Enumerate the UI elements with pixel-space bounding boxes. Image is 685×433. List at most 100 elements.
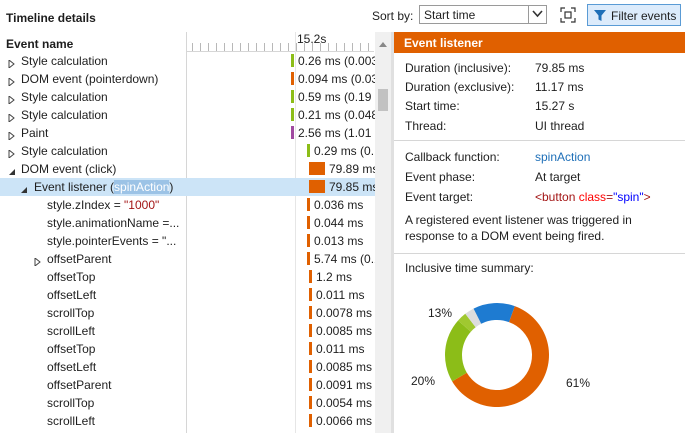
summary-pct-61: 61%: [566, 376, 591, 390]
event-row[interactable]: Style calculation 0.59 ms (0.19 r: [0, 88, 375, 106]
timeline-bar[interactable]: [291, 90, 294, 103]
timeline-bar[interactable]: [291, 54, 294, 67]
event-duration: 0.0078 ms: [316, 306, 373, 320]
event-duration: 0.0054 ms: [316, 396, 373, 410]
expanded-arrow-icon[interactable]: [20, 183, 28, 193]
callback-function-link[interactable]: spinAction: [535, 150, 591, 164]
ruler-tick: [304, 43, 305, 51]
timeline-bar[interactable]: [307, 144, 310, 157]
timeline-bar[interactable]: [307, 198, 310, 211]
donut-slice: [452, 306, 549, 407]
event-row[interactable]: style.zIndex = "1000" 0.036 ms: [0, 196, 375, 214]
timeline-bar[interactable]: [309, 288, 312, 301]
zoom-to-fit-icon[interactable]: [558, 5, 578, 25]
summary-pct-20: 20%: [411, 374, 436, 388]
timeline-bar[interactable]: [309, 270, 312, 283]
collapsed-arrow-icon[interactable]: [34, 255, 42, 268]
event-row[interactable]: offsetTop 1.2 ms: [0, 268, 375, 286]
timeline-bar[interactable]: [307, 216, 310, 229]
expanded-arrow-icon[interactable]: [8, 165, 16, 175]
event-row[interactable]: offsetParent 5.74 ms (0.1: [0, 250, 375, 268]
event-name: offsetLeft: [47, 360, 97, 374]
collapsed-arrow-icon[interactable]: [8, 111, 16, 124]
sort-by-label: Sort by:: [372, 9, 414, 23]
event-name: Event listener (spinAction): [34, 180, 173, 194]
timeline-bar[interactable]: [309, 180, 325, 193]
scrollbar-thumb[interactable]: [378, 89, 388, 111]
timeline-bar[interactable]: [309, 360, 312, 373]
ruler-tick: [352, 43, 353, 51]
ruler-tick: [200, 43, 201, 51]
thread-label: Thread:: [405, 119, 447, 133]
timeline-bar[interactable]: [309, 414, 312, 427]
event-row[interactable]: offsetParent 0.0091 ms: [0, 376, 375, 394]
collapsed-arrow-icon[interactable]: [8, 147, 16, 160]
collapsed-arrow-icon[interactable]: [8, 93, 16, 106]
event-row[interactable]: Style calculation 0.29 ms (0.: [0, 142, 375, 160]
event-name: Paint: [21, 126, 49, 140]
panel-splitter[interactable]: [391, 32, 394, 433]
event-rows: Style calculation 0.26 ms (0.003 DOM event…: [0, 52, 375, 430]
timeline-bar[interactable]: [309, 306, 312, 319]
chevron-down-icon[interactable]: [528, 6, 546, 23]
filter-events-button[interactable]: Filter events: [587, 4, 681, 26]
event-name-prefix: Event listener (: [34, 180, 115, 194]
event-duration: 0.011 ms: [316, 342, 365, 356]
ruler-tick: [312, 43, 313, 51]
event-row[interactable]: style.pointerEvents = "... 0.013 ms: [0, 232, 375, 250]
event-row[interactable]: scrollTop 0.0054 ms: [0, 394, 375, 412]
event-row[interactable]: Event listener (spinAction) 79.85 ms: [0, 178, 375, 196]
collapsed-arrow-icon[interactable]: [8, 75, 16, 88]
timeline-bar[interactable]: [309, 378, 312, 391]
event-description: A registered event listener was triggere…: [405, 213, 632, 243]
timeline-bar[interactable]: [291, 108, 294, 121]
ruler-tick: [344, 43, 345, 51]
ruler-tick: [192, 43, 193, 51]
scroll-up-icon[interactable]: [379, 36, 387, 50]
summary-separator: [394, 253, 685, 254]
event-duration: 0.0066 ms: [316, 414, 373, 428]
sort-select[interactable]: Start time: [419, 5, 547, 24]
timeline-bar[interactable]: [309, 162, 325, 175]
event-row[interactable]: scrollTop 0.0078 ms: [0, 304, 375, 322]
event-row[interactable]: scrollLeft 0.0085 ms: [0, 322, 375, 340]
event-name: scrollLeft: [47, 324, 96, 338]
column-divider[interactable]: [186, 32, 187, 433]
event-duration: 0.013 ms: [314, 234, 364, 248]
summary-pct-13: 13%: [428, 306, 453, 320]
event-row[interactable]: Style calculation 0.26 ms (0.003: [0, 52, 375, 70]
event-row[interactable]: DOM event (click) 79.89 ms: [0, 160, 375, 178]
events-list-panel: Event name: [0, 32, 391, 433]
event-row[interactable]: offsetLeft 0.011 ms: [0, 286, 375, 304]
ruler-tick: [296, 43, 297, 51]
timeline-bar[interactable]: [309, 324, 312, 337]
timeline-bar[interactable]: [309, 396, 312, 409]
timeline-bar[interactable]: [307, 234, 310, 247]
event-target-value[interactable]: <button class="spin">: [535, 190, 651, 204]
event-row[interactable]: scrollLeft 0.0066 ms: [0, 412, 375, 430]
ruler-tick: [288, 43, 289, 51]
column-header-event-name[interactable]: Event name: [6, 37, 74, 51]
timeline-bar[interactable]: [291, 126, 294, 139]
event-row[interactable]: Paint 2.56 ms (1.01: [0, 124, 375, 142]
event-row[interactable]: Style calculation 0.21 ms (0.048: [0, 106, 375, 124]
ruler-tick: [280, 43, 281, 51]
event-row[interactable]: offsetLeft 0.0085 ms: [0, 358, 375, 376]
collapsed-arrow-icon[interactable]: [8, 129, 16, 142]
event-row[interactable]: offsetTop 0.011 ms: [0, 340, 375, 358]
event-name-suffix: ): [169, 180, 174, 194]
event-duration: 0.29 ms (0.: [314, 144, 375, 158]
vertical-scrollbar[interactable]: [375, 32, 391, 433]
event-name: DOM event (pointerdown): [21, 72, 159, 86]
event-name: DOM event (click): [21, 162, 117, 176]
event-phase-value: At target: [535, 170, 581, 184]
event-name: style.pointerEvents = "...: [47, 234, 177, 248]
timeline-bar[interactable]: [307, 252, 310, 265]
collapsed-arrow-icon[interactable]: [8, 57, 16, 70]
ruler-tick: [240, 43, 241, 51]
timeline-bar[interactable]: [309, 342, 312, 355]
event-row[interactable]: DOM event (pointerdown) 0.094 ms (0.03: [0, 70, 375, 88]
ruler-tick: [328, 43, 329, 51]
timeline-bar[interactable]: [291, 72, 294, 85]
event-row[interactable]: style.animationName =... 0.044 ms: [0, 214, 375, 232]
